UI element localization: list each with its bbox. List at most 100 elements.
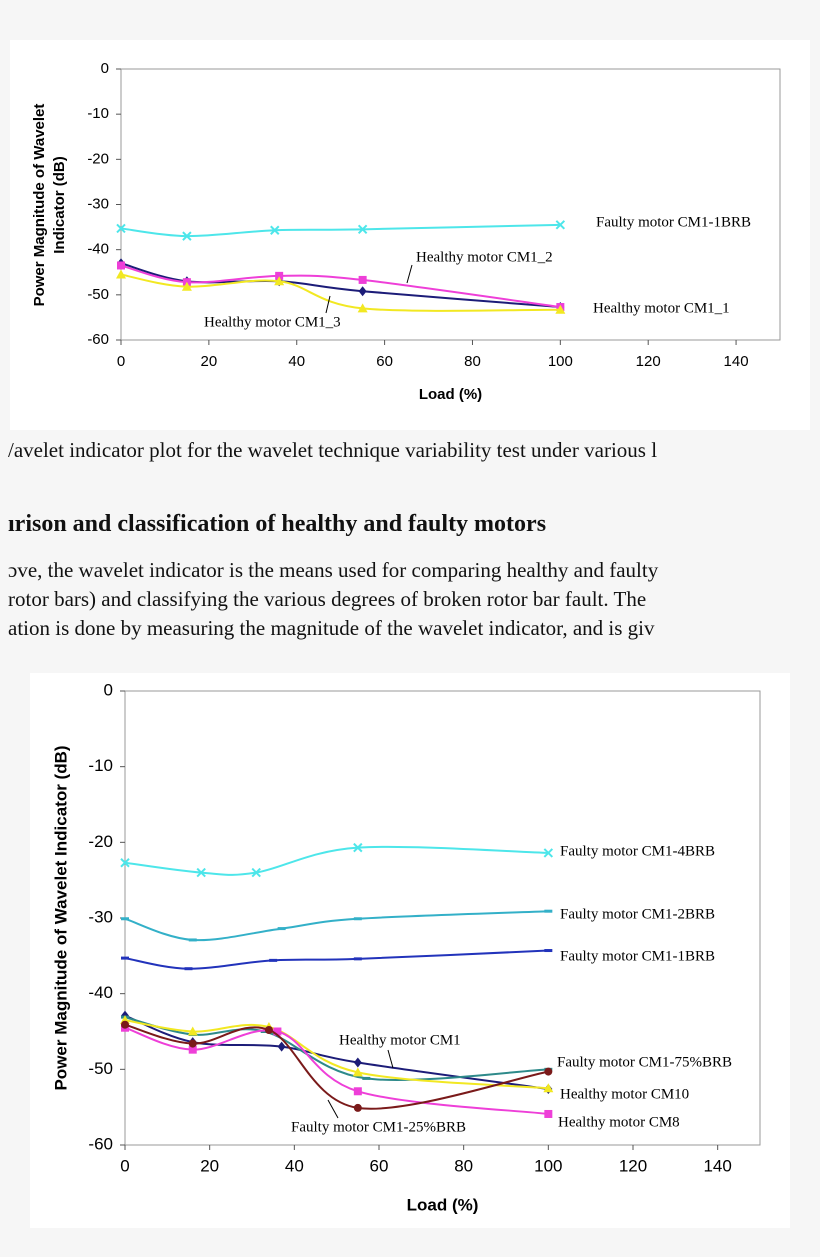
series-marker xyxy=(117,261,125,270)
series-marker xyxy=(116,269,126,279)
series-label: Healthy motor CM10 xyxy=(560,1086,689,1102)
leader-line xyxy=(325,295,331,314)
series-marker xyxy=(121,1020,129,1029)
series-label: Faulty motor CM1-1BRB xyxy=(560,948,715,964)
caption: /avelet indicator plot for the wavelet t… xyxy=(8,438,658,462)
series-marker xyxy=(353,1087,362,1096)
series-marker xyxy=(555,220,566,230)
series-marker xyxy=(544,1067,553,1076)
y-tick-label: -50 xyxy=(87,286,109,303)
series-label: Faulty motor CM1-1BRB xyxy=(596,214,751,230)
series-line xyxy=(120,264,561,309)
series-line xyxy=(124,1026,549,1115)
series-line xyxy=(124,1023,549,1110)
series-marker xyxy=(181,281,192,291)
series-marker xyxy=(251,867,261,878)
series-line xyxy=(124,845,549,876)
paragraph-line: rotor bars) and classifying the various … xyxy=(8,587,647,611)
y-tick-label: -10 xyxy=(87,105,109,122)
chart-panel: 0 20 40 60 80 100 120 140 0 -10 -20 -30 -40 -50 -60 Loa… xyxy=(10,40,810,430)
x-tick-label: 120 xyxy=(636,353,661,370)
series-line xyxy=(120,262,561,309)
y-tick-label: -30 xyxy=(88,907,113,926)
chart-panel: 0 20 40 60 80 100 120 140 0 -10 -20 -30 -40 -50 -60 Loa… xyxy=(30,673,790,1228)
y-tick-label: -50 xyxy=(88,1059,113,1078)
series-label: Faulty motor CM1-2BRB xyxy=(560,906,715,922)
y-tick-label: -40 xyxy=(87,241,109,258)
series-label: Faulty motor CM1-4BRB xyxy=(560,843,715,859)
series-line xyxy=(124,1019,549,1090)
chart: 0 20 40 60 80 100 120 140 0 -10 -20 -30 -40 -50 -60 Loa… xyxy=(51,680,761,1214)
paragraph-line: ation is done by measuring the magnitude… xyxy=(8,616,655,640)
x-tick-label: 140 xyxy=(703,1156,731,1175)
series-marker xyxy=(275,271,284,280)
series-line xyxy=(124,1016,549,1082)
x-tick-label: 60 xyxy=(370,1156,389,1175)
series-label: Healthy motor CM1 xyxy=(339,1032,461,1048)
series-line xyxy=(124,910,549,942)
series-marker xyxy=(357,303,368,313)
series-marker xyxy=(543,1083,554,1093)
series-marker xyxy=(270,225,280,235)
leader-line xyxy=(327,1099,339,1119)
y-tick-label: 0 xyxy=(104,680,113,699)
y-tick-label: 0 xyxy=(101,60,109,77)
series-line xyxy=(124,949,549,970)
series-marker xyxy=(555,304,566,314)
x-tick-label: 100 xyxy=(548,353,573,370)
x-tick-label: 80 xyxy=(454,1156,473,1175)
series-marker xyxy=(353,1103,362,1112)
series-label: Healthy motor CM8 xyxy=(558,1114,680,1130)
series-label: Faulty motor CM1-25%BRB xyxy=(291,1119,466,1135)
x-axis-label: Load (%) xyxy=(419,386,482,403)
y-axis-label: Power Magnitude of Wavelet Indicator (dB… xyxy=(51,745,70,1090)
x-tick-label: 0 xyxy=(120,1156,129,1175)
series-marker xyxy=(353,842,363,853)
series-marker xyxy=(358,286,367,297)
x-tick-label: 140 xyxy=(724,353,749,370)
y-tick-label: -60 xyxy=(87,331,109,348)
series-marker xyxy=(188,1039,197,1048)
leader-line xyxy=(387,1049,394,1069)
series-marker xyxy=(352,1067,363,1077)
x-tick-label: 0 xyxy=(117,353,125,370)
paragraph-line: ɔve, the wavelet indicator is the means … xyxy=(8,558,659,582)
series-marker xyxy=(353,1057,362,1068)
series-label: Healthy motor CM1_3 xyxy=(204,314,341,330)
series-marker xyxy=(188,1045,197,1054)
series-marker xyxy=(116,223,126,234)
series-marker xyxy=(544,1109,553,1118)
x-axis-label: Load (%) xyxy=(407,1195,479,1214)
x-tick-label: 100 xyxy=(534,1156,562,1175)
series-marker xyxy=(182,231,192,241)
series-marker xyxy=(357,224,368,235)
series-marker xyxy=(358,275,367,284)
y-axis-label: Power Magnitude of Wavelet xyxy=(31,104,48,307)
x-tick-label: 20 xyxy=(201,353,218,370)
series-marker xyxy=(277,1041,286,1052)
series-marker xyxy=(273,1027,282,1036)
y-tick-label: -40 xyxy=(88,983,113,1002)
y-tick-label: -20 xyxy=(87,150,109,167)
x-tick-label: 120 xyxy=(619,1156,647,1175)
x-tick-label: 60 xyxy=(376,353,393,370)
series-label: Healthy motor CM1_2 xyxy=(416,249,553,265)
series-marker xyxy=(196,867,206,878)
y-tick-label: -10 xyxy=(88,756,113,775)
y-tick-label: -20 xyxy=(88,832,113,851)
series-line xyxy=(120,273,561,312)
series-label: Faulty motor CM1-75%BRB xyxy=(557,1054,732,1070)
series-marker xyxy=(274,276,285,286)
chart: 0 20 40 60 80 100 120 140 0 -10 -20 -30 -40 -50 -60 Loa… xyxy=(31,60,781,403)
series-marker xyxy=(187,1026,198,1036)
y-tick-label: -30 xyxy=(87,195,109,212)
section-heading: ırison and classification of healthy and… xyxy=(8,511,547,537)
series-marker xyxy=(264,1025,273,1034)
x-tick-label: 80 xyxy=(464,353,481,370)
series-line xyxy=(124,1014,549,1090)
x-tick-label: 40 xyxy=(288,353,305,370)
y-tick-label: -60 xyxy=(88,1134,113,1153)
series-marker xyxy=(543,848,554,858)
x-tick-label: 40 xyxy=(285,1156,304,1175)
